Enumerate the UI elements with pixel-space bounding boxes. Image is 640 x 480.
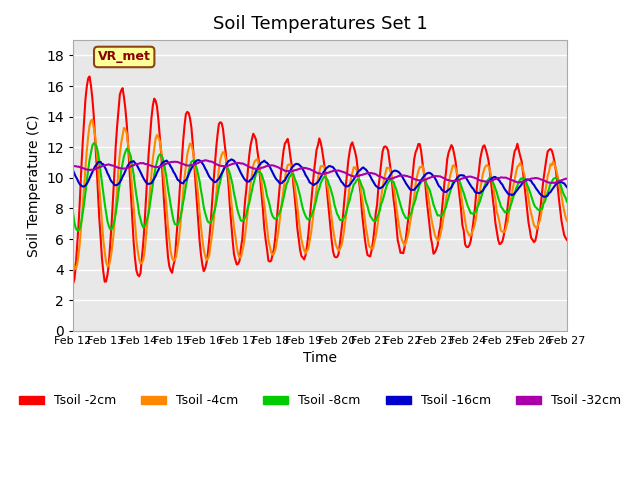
Tsoil -4cm — [69, 259, 77, 265]
Tsoil -8cm — [563, 199, 571, 204]
Tsoil -4cm — [538, 205, 546, 211]
Tsoil -2cm — [243, 186, 250, 192]
Tsoil -32cm — [234, 160, 242, 166]
Line: Tsoil -2cm: Tsoil -2cm — [73, 76, 567, 284]
Tsoil -2cm — [69, 281, 77, 287]
Tsoil -16cm — [69, 168, 77, 173]
Tsoil -16cm — [130, 158, 138, 164]
Tsoil -8cm — [75, 228, 83, 233]
Tsoil -4cm — [88, 117, 96, 122]
Tsoil -4cm — [219, 149, 227, 155]
Tsoil -16cm — [216, 173, 224, 179]
Tsoil -32cm — [69, 164, 77, 169]
Tsoil -2cm — [131, 255, 139, 261]
Tsoil -4cm — [236, 254, 243, 260]
Tsoil -2cm — [563, 237, 571, 243]
Tsoil -16cm — [243, 178, 250, 184]
Line: Tsoil -32cm: Tsoil -32cm — [73, 160, 567, 183]
Tsoil -8cm — [132, 192, 140, 198]
Tsoil -8cm — [69, 210, 77, 216]
Tsoil -32cm — [202, 157, 209, 163]
Line: Tsoil -4cm: Tsoil -4cm — [73, 120, 567, 269]
Tsoil -4cm — [563, 218, 571, 224]
Tsoil -32cm — [130, 162, 138, 168]
Tsoil -32cm — [218, 163, 225, 169]
X-axis label: Time: Time — [303, 351, 337, 365]
Tsoil -16cm — [234, 165, 242, 170]
Title: Soil Temperatures Set 1: Soil Temperatures Set 1 — [212, 15, 428, 33]
Tsoil -8cm — [244, 204, 252, 210]
Y-axis label: Soil Temperature (C): Soil Temperature (C) — [27, 114, 41, 257]
Tsoil -32cm — [563, 176, 571, 181]
Tsoil -2cm — [287, 154, 294, 160]
Tsoil -8cm — [90, 140, 97, 146]
Tsoil -16cm — [563, 184, 571, 190]
Tsoil -16cm — [227, 156, 235, 162]
Line: Tsoil -8cm: Tsoil -8cm — [73, 143, 567, 230]
Tsoil -32cm — [287, 168, 294, 174]
Text: VR_met: VR_met — [98, 50, 150, 63]
Tsoil -16cm — [287, 168, 294, 173]
Tsoil -8cm — [219, 168, 227, 173]
Tsoil -16cm — [537, 192, 545, 198]
Tsoil -2cm — [218, 120, 225, 126]
Tsoil -4cm — [72, 266, 79, 272]
Tsoil -4cm — [132, 237, 140, 242]
Tsoil -2cm — [537, 202, 545, 208]
Tsoil -4cm — [244, 208, 252, 214]
Tsoil -32cm — [537, 177, 545, 182]
Tsoil -8cm — [288, 171, 296, 177]
Line: Tsoil -16cm: Tsoil -16cm — [73, 159, 567, 197]
Tsoil -16cm — [541, 194, 548, 200]
Tsoil -2cm — [234, 261, 242, 267]
Legend: Tsoil -2cm, Tsoil -4cm, Tsoil -8cm, Tsoil -16cm, Tsoil -32cm: Tsoil -2cm, Tsoil -4cm, Tsoil -8cm, Tsoi… — [14, 389, 626, 412]
Tsoil -4cm — [288, 165, 296, 171]
Tsoil -2cm — [86, 73, 93, 79]
Tsoil -8cm — [538, 206, 546, 212]
Tsoil -8cm — [236, 214, 243, 219]
Tsoil -32cm — [243, 162, 250, 168]
Tsoil -32cm — [550, 180, 558, 186]
